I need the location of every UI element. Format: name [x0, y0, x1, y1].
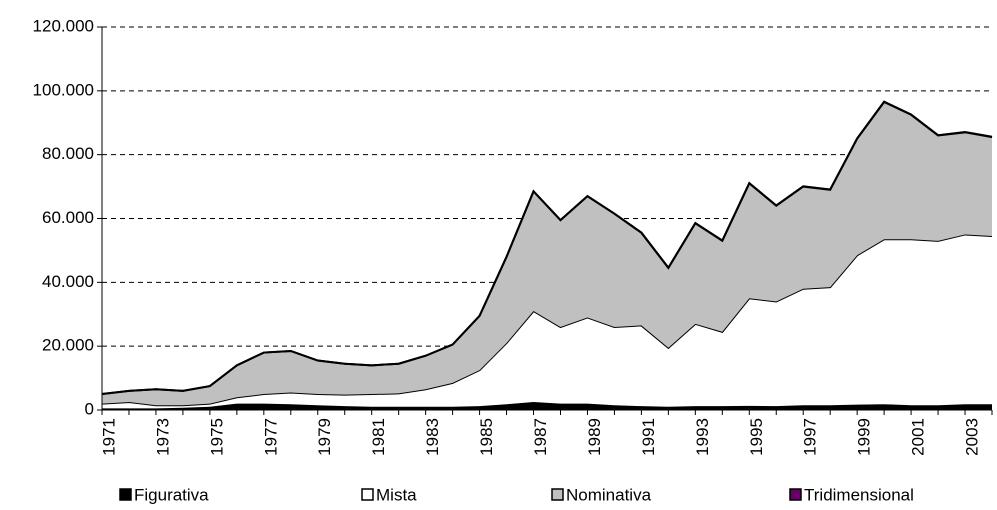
legend-label: Tridimensional — [804, 485, 914, 504]
area — [102, 234, 992, 409]
y-tick-label: 100.000 — [33, 80, 94, 99]
legend-swatch — [361, 488, 374, 501]
x-tick-label: 2001 — [909, 418, 928, 456]
x-tick-label: 1979 — [315, 418, 334, 456]
legend-swatch — [119, 488, 132, 501]
area-outline — [101, 100, 993, 396]
x-tick-label: 1997 — [801, 418, 820, 456]
x-tick-label: 1999 — [855, 418, 874, 456]
y-tick-label: 120.000 — [33, 16, 94, 35]
x-tick-label: 1975 — [207, 418, 226, 456]
y-tick-label: 80.000 — [42, 144, 94, 163]
legend-label: Nominativa — [566, 485, 652, 504]
x-tick-label: 1971 — [99, 418, 118, 456]
x-tick-label: 1991 — [639, 418, 658, 456]
x-tick-label: 1977 — [261, 418, 280, 456]
legend-label: Figurativa — [134, 485, 209, 504]
x-tick-label: 1993 — [693, 418, 712, 456]
x-tick-label: 2003 — [963, 418, 982, 456]
legend-label: Mista — [376, 485, 417, 504]
y-tick-label: 40.000 — [42, 272, 94, 291]
area — [102, 102, 992, 406]
x-tick-label: 1985 — [477, 418, 496, 456]
x-tick-label: 1987 — [531, 418, 550, 456]
x-tick-label: 1983 — [423, 418, 442, 456]
x-tick-label: 1989 — [585, 418, 604, 456]
x-tick-label: 1995 — [747, 418, 766, 456]
y-tick-label: 20.000 — [42, 336, 94, 355]
legend-swatch — [789, 488, 802, 501]
x-tick-label: 1973 — [153, 418, 172, 456]
y-tick-label: 60.000 — [42, 208, 94, 227]
y-tick-label: 0 — [85, 399, 94, 418]
x-tick-label: 1981 — [369, 418, 388, 456]
legend-swatch — [551, 488, 564, 501]
area — [102, 402, 992, 410]
